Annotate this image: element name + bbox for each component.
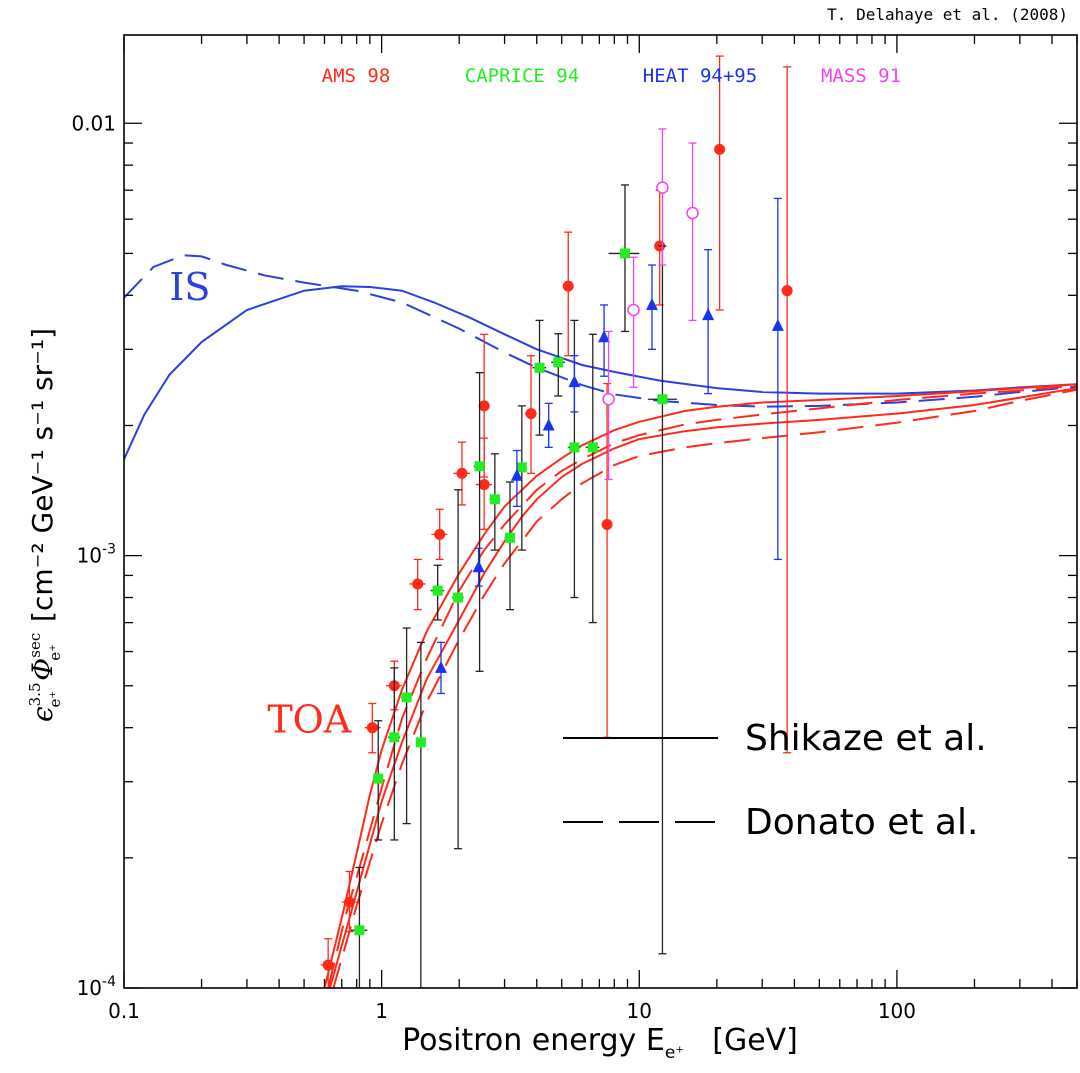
legend-entry-label: CAPRICE 94 (465, 65, 579, 87)
data-point-circle (479, 479, 490, 490)
x-tick-label: 100 (878, 999, 916, 1023)
data-point-triangle (772, 319, 784, 331)
data-point-triangle (473, 560, 485, 572)
y-tick-label: 10-4 (77, 974, 117, 1000)
data-point-square (490, 494, 500, 504)
curve-line (124, 286, 1077, 459)
curve-labels: IS TOA (169, 265, 351, 741)
data-point-square (588, 442, 598, 452)
y-tick-label: 0.01 (71, 111, 116, 135)
plot-frame (124, 35, 1077, 988)
x-axis-label: Positron energy Ee⁺ [GeV] (402, 1023, 798, 1063)
curve-line (333, 390, 1077, 988)
legend-entry-label: HEAT 94+95 (643, 65, 757, 87)
x-axis-label-main: Positron energy E (402, 1023, 665, 1058)
y-axis-label-unit: [cm⁻² GeV⁻¹ s⁻¹ sr⁻¹] (26, 328, 59, 622)
x-axis-label-sub: e⁺ (665, 1043, 684, 1063)
y-axis-label-eps-sub: e⁺ (46, 691, 64, 708)
data-point-circle (602, 519, 613, 530)
data-point-circle (456, 468, 467, 479)
series-circle (321, 56, 793, 992)
curve-legend-label: Donato et al. (745, 802, 978, 843)
data-point-open-circle (657, 182, 668, 193)
data-point-square (505, 533, 515, 543)
data-point-square (433, 586, 443, 596)
data-point-triangle (568, 375, 580, 387)
data-point-square (402, 692, 412, 702)
data-point-triangle (435, 661, 447, 673)
data-point-circle (434, 529, 445, 540)
x-tick-label: 10 (627, 999, 652, 1023)
data-point-triangle (646, 298, 658, 310)
y-axis-label-phi-sub: e⁺ (46, 644, 64, 661)
data-point-square (569, 442, 579, 452)
y-axis-label: ϵ3.5 e⁺Φsec e⁺[cm⁻² GeV⁻¹ s⁻¹ sr⁻¹] (26, 328, 64, 722)
y-tick-label: 10-3 (77, 542, 116, 568)
data-point-circle (344, 897, 355, 908)
data-point-triangle (543, 418, 555, 430)
data-point-circle (563, 281, 574, 292)
x-tick-label: 1 (375, 999, 388, 1023)
experiment-legend: AMS 98 CAPRICE 94 HEAT 94+95 MASS 91 (322, 65, 901, 87)
data-point-circle (367, 722, 378, 733)
data-point-square (373, 774, 383, 784)
series-square (351, 185, 677, 988)
data-point-square (657, 394, 667, 404)
x-axis-label-unit: [GeV] (712, 1023, 798, 1058)
data-point-open-circle (687, 208, 698, 219)
data-point-open-circle (603, 394, 614, 405)
y-axis-label-eps-sup: 3.5 (26, 683, 44, 707)
data-point-square (517, 462, 527, 472)
curve-line (330, 388, 1077, 988)
data-point-triangle (702, 308, 714, 320)
data-point-square (416, 737, 426, 747)
curve-line (325, 384, 1078, 988)
data-point-circle (479, 400, 490, 411)
curve-label: IS (169, 265, 210, 309)
data-point-square (389, 732, 399, 742)
data-point-square (453, 593, 463, 603)
curve-legend: Shikaze et al. Donato et al. (563, 718, 987, 843)
data-point-circle (714, 144, 725, 155)
data-point-circle (782, 285, 793, 296)
data-point-square (535, 363, 545, 373)
plot-area (124, 56, 1077, 992)
y-axis-label-phi-sup: sec (26, 633, 44, 658)
data-point-square (553, 357, 563, 367)
curve-line (124, 255, 1077, 406)
data-point-circle (526, 408, 537, 419)
data-point-square (354, 925, 364, 935)
data-point-square (475, 461, 485, 471)
curve-legend-label: Shikaze et al. (745, 718, 987, 759)
data-point-open-circle (628, 304, 639, 315)
credit-text: T. Delahaye et al. (2008) (827, 5, 1068, 24)
legend-entry-label: MASS 91 (821, 65, 901, 87)
data-point-square (620, 248, 630, 258)
legend-entry-label: AMS 98 (322, 65, 391, 87)
x-tick-label: 0.1 (108, 999, 140, 1023)
data-point-circle (412, 578, 423, 589)
data-point-circle (323, 960, 334, 971)
curve-label: TOA (267, 697, 351, 741)
